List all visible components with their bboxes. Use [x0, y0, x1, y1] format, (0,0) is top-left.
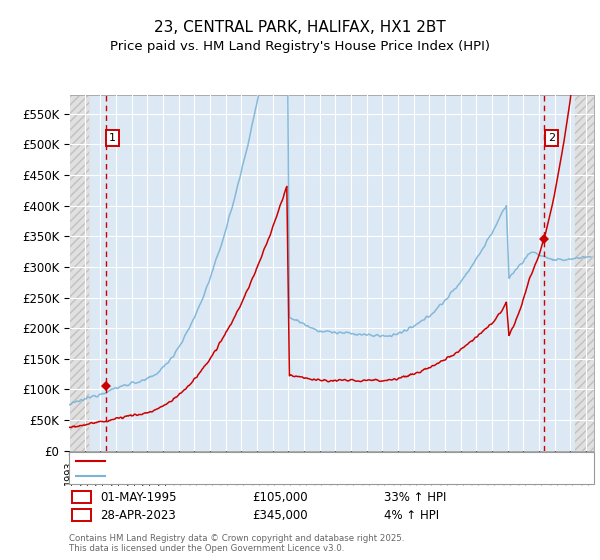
Text: £345,000: £345,000 [252, 508, 308, 522]
Text: 4% ↑ HPI: 4% ↑ HPI [384, 508, 439, 522]
Text: 1: 1 [78, 491, 85, 504]
Text: HPI: Average price, detached house, Calderdale: HPI: Average price, detached house, Cald… [109, 472, 370, 481]
Bar [69, 95, 89, 451]
Text: 28-APR-2023: 28-APR-2023 [100, 508, 176, 522]
Text: 2: 2 [548, 133, 555, 143]
Text: 01-MAY-1995: 01-MAY-1995 [100, 491, 177, 504]
Bar [575, 95, 594, 451]
Bar [69, 95, 89, 451]
Text: £105,000: £105,000 [252, 491, 308, 504]
Text: 1: 1 [109, 133, 116, 143]
Text: 33% ↑ HPI: 33% ↑ HPI [384, 491, 446, 504]
Text: 23, CENTRAL PARK, HALIFAX, HX1 2BT (detached house): 23, CENTRAL PARK, HALIFAX, HX1 2BT (deta… [109, 456, 418, 466]
Text: 23, CENTRAL PARK, HALIFAX, HX1 2BT: 23, CENTRAL PARK, HALIFAX, HX1 2BT [154, 20, 446, 35]
Text: 2: 2 [78, 508, 85, 522]
Text: Price paid vs. HM Land Registry's House Price Index (HPI): Price paid vs. HM Land Registry's House … [110, 40, 490, 53]
Bar [575, 95, 594, 451]
Text: Contains HM Land Registry data © Crown copyright and database right 2025.
This d: Contains HM Land Registry data © Crown c… [69, 534, 404, 553]
